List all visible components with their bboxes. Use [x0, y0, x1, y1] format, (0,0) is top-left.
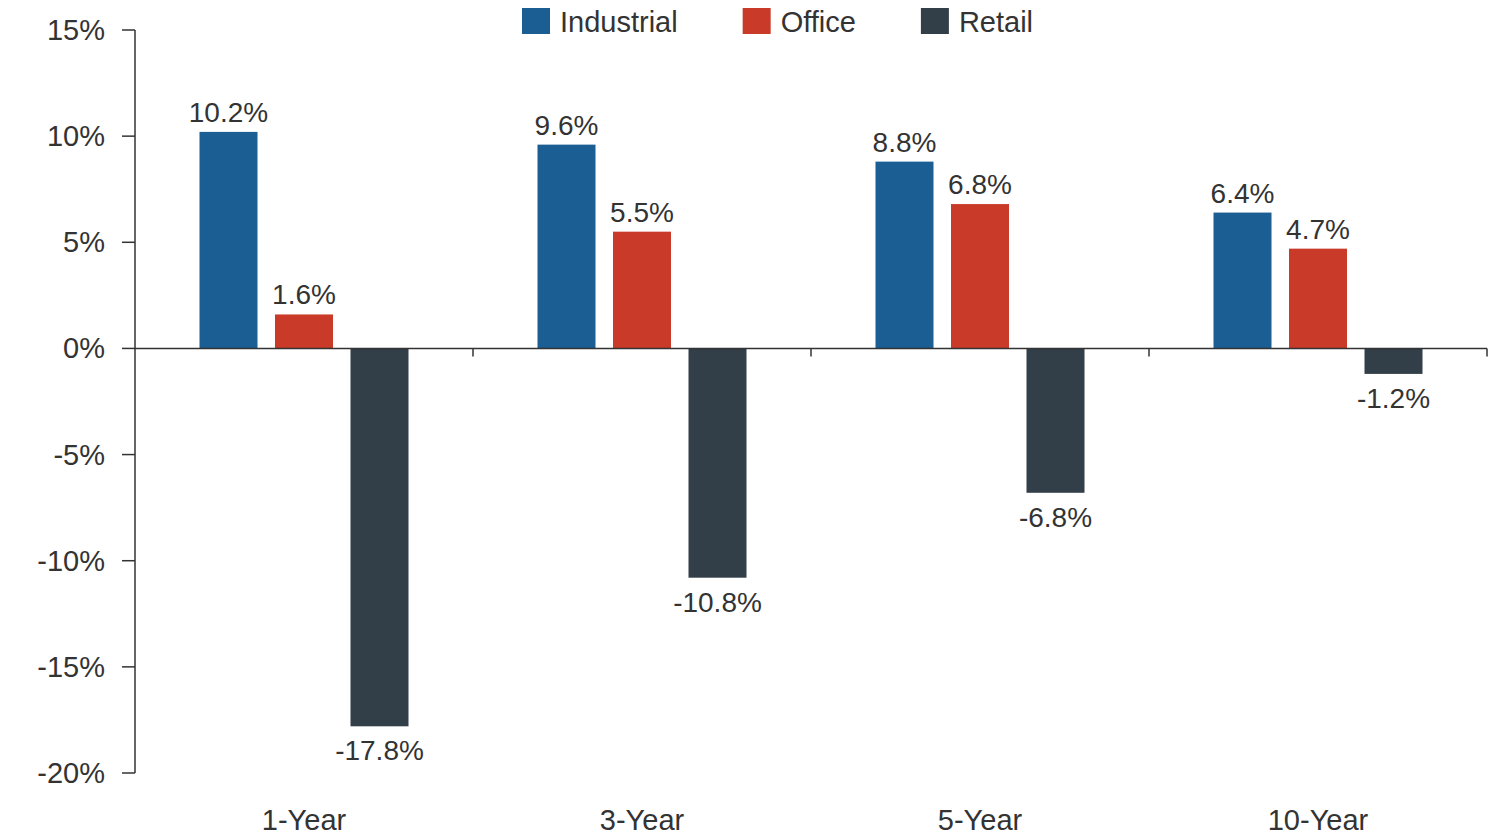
y-tick: [122, 135, 135, 137]
y-tick: [122, 560, 135, 562]
bars: [200, 132, 1423, 726]
data-label: 9.6%: [535, 110, 599, 141]
bar: [689, 348, 747, 577]
bar: [951, 204, 1009, 348]
bar: [613, 232, 671, 349]
data-label: -1.2%: [1357, 383, 1430, 414]
y-tick-label: -5%: [53, 439, 105, 471]
y-tick-label: 15%: [47, 14, 105, 46]
bar: [1027, 348, 1085, 492]
bar: [538, 145, 596, 349]
data-label: 1.6%: [272, 279, 336, 310]
data-label: -10.8%: [673, 587, 762, 618]
legend-swatch: [921, 8, 949, 34]
data-label: 4.7%: [1286, 214, 1350, 245]
y-tick: [122, 242, 135, 244]
y-tick-label: 10%: [47, 120, 105, 152]
data-label: -17.8%: [335, 735, 424, 766]
legend-swatch: [522, 8, 550, 34]
legend-label: Retail: [959, 6, 1033, 38]
y-tick: [122, 29, 135, 31]
y-tick: [122, 348, 135, 350]
y-tick-label: 0%: [63, 332, 105, 364]
chart: -20% -15% -10% -5% 0% 5% 10% 15% 10.2% 9.6% 8.8% 6.…: [0, 0, 1500, 837]
legend: Industrial Office Retail: [522, 6, 1033, 38]
data-label: 6.4%: [1211, 178, 1275, 209]
data-label: 6.8%: [948, 169, 1012, 200]
y-axis: [134, 30, 136, 773]
x-tick-label: 3-Year: [600, 804, 685, 836]
x-tick-label: 1-Year: [262, 804, 347, 836]
data-label: 10.2%: [189, 97, 268, 128]
x-tick: [810, 348, 812, 356]
x-tick: [1148, 348, 1150, 356]
data-label: -6.8%: [1019, 502, 1092, 533]
y-tick-label: 5%: [63, 226, 105, 258]
y-tick-label: -10%: [37, 545, 105, 577]
data-label: 5.5%: [610, 197, 674, 228]
y-tick: [122, 454, 135, 456]
bar: [351, 348, 409, 726]
bar: [275, 314, 333, 348]
bar: [1214, 213, 1272, 349]
bar: [1365, 348, 1423, 373]
legend-label: Office: [781, 6, 856, 38]
x-tick: [1486, 348, 1488, 356]
bar: [1289, 249, 1347, 349]
legend-label: Industrial: [560, 6, 678, 38]
y-tick-label: -20%: [37, 757, 105, 789]
bar: [876, 162, 934, 349]
legend-swatch: [743, 8, 771, 34]
x-tick-label: 10-Year: [1268, 804, 1369, 836]
data-label: 8.8%: [873, 127, 937, 158]
y-tick-label: -15%: [37, 651, 105, 683]
x-tick: [472, 348, 474, 356]
bar: [200, 132, 258, 349]
x-tick-label: 5-Year: [938, 804, 1023, 836]
y-tick: [122, 666, 135, 668]
y-tick: [122, 772, 135, 774]
data-labels: 10.2% 9.6% 8.8% 6.4% 1.6% 5.5% 6.8% 4.7% -17.8% -…: [189, 97, 1430, 766]
